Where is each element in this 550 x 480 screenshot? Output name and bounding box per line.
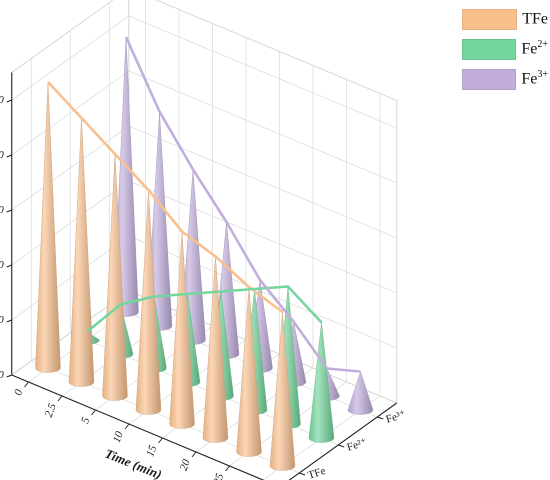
cone-body: [102, 153, 128, 401]
cone-body: [135, 189, 162, 415]
series-axis-label: TFe: [306, 465, 327, 480]
cone-body: [236, 286, 262, 457]
series-line-fe3plus: [124, 36, 361, 373]
z-tick: [6, 319, 12, 323]
cone-tfe-30: [269, 311, 296, 471]
cone-fe2plus-30: [308, 322, 335, 443]
time-tick: [91, 409, 96, 416]
cone-tfe-15: [169, 231, 195, 429]
legend-item-fe2: Fe2+: [462, 34, 548, 64]
time-tick-label: 2.5: [43, 401, 59, 418]
legend-item-fe3: Fe3+: [462, 64, 548, 94]
cone-body: [35, 81, 61, 373]
z-tick-label: 20: [0, 259, 4, 271]
time-tick: [124, 423, 130, 430]
z-tick-label: 40: [0, 149, 4, 161]
z-tick-label: 50: [0, 94, 4, 106]
cone-body: [202, 256, 229, 443]
time-axis: [11, 374, 265, 480]
grid-line-time: [195, 65, 314, 453]
cone-body: [68, 117, 95, 387]
time-tick-label: 10: [111, 429, 126, 444]
z-tick: [6, 264, 12, 268]
series-axis-label: Fe²⁺: [345, 436, 368, 454]
cone-tfe-2.5: [68, 117, 95, 387]
grid-line-z: [11, 70, 397, 184]
time-tick-label: 0: [12, 387, 25, 397]
cone-tfe-10: [135, 189, 162, 415]
legend-item-tfe: TFe: [462, 4, 548, 34]
z-tick-label: 10: [0, 314, 4, 326]
legend-label-fe3: Fe3+: [521, 69, 548, 88]
series-tick: [299, 472, 306, 476]
time-tick: [191, 451, 197, 458]
time-tick: [158, 437, 163, 444]
cone-body: [269, 311, 296, 471]
time-tick-label: 20: [178, 457, 193, 472]
legend-label-tfe: TFe: [522, 10, 548, 28]
grid-line-time: [262, 93, 381, 480]
time-tick: [57, 395, 63, 402]
time-tick: [225, 465, 230, 472]
series-line-tfe: [47, 81, 284, 314]
time-tick-label: 5: [79, 415, 92, 425]
z-tick-label: 0: [0, 369, 4, 381]
cone-fe3plus-30: [347, 370, 374, 415]
cone-tfe-0: [35, 81, 61, 373]
z-tick: [6, 154, 12, 158]
time-tick-label: 25: [211, 471, 226, 480]
legend-swatch-fe2: [462, 38, 517, 60]
legend-swatch-fe3: [462, 68, 517, 90]
time-tick: [24, 381, 29, 388]
z-tick: [6, 209, 12, 213]
legend-swatch-tfe: [462, 8, 518, 30]
series-axis-label: Fe³⁺: [384, 408, 407, 426]
series-line-fe2plus: [86, 285, 323, 333]
cone-body: [347, 370, 374, 415]
grid-line-time: [229, 79, 347, 467]
cone-body: [169, 231, 195, 429]
z-tick: [6, 374, 12, 378]
grid-line-z: [11, 15, 397, 129]
z-tick-label: 30: [0, 204, 4, 216]
cone-body: [308, 322, 335, 443]
time-tick-label: 15: [144, 443, 159, 458]
legend: TFe Fe2+ Fe3+: [462, 4, 548, 94]
series-tick: [338, 444, 345, 448]
cone-tfe-20: [202, 256, 229, 443]
cone-tfe-5: [102, 153, 128, 401]
series-tick: [377, 416, 384, 420]
legend-label-fe2: Fe2+: [521, 39, 548, 58]
z-tick: [6, 99, 12, 103]
cone-tfe-25: [236, 286, 262, 457]
